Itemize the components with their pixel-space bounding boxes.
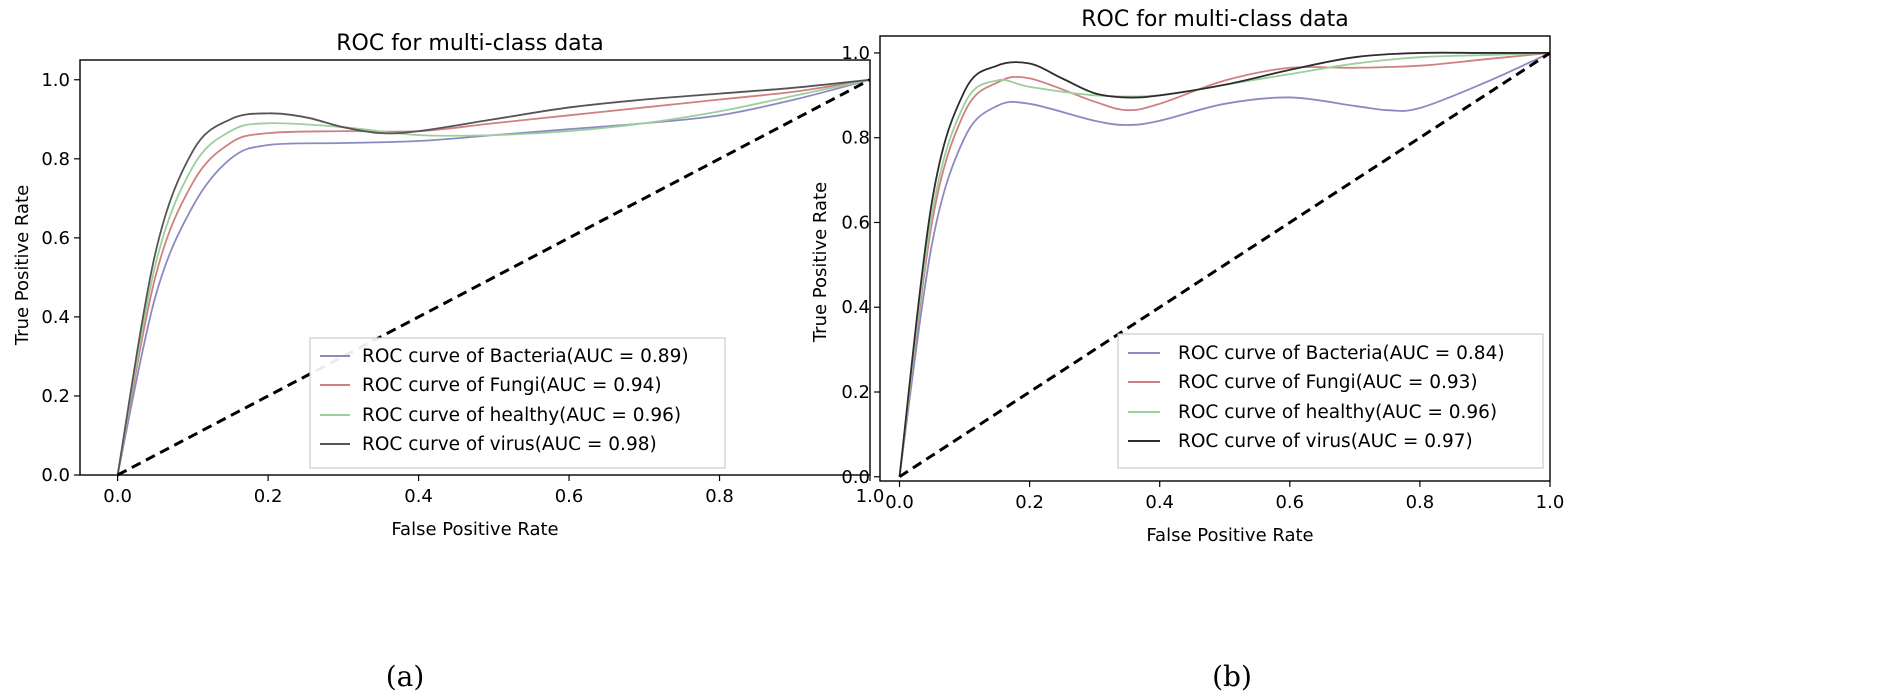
y-tick-label: 0.6: [841, 212, 870, 233]
legend-label-healthy: ROC curve of healthy(AUC = 0.96): [1178, 402, 1497, 423]
x-tick-label: 0.4: [1145, 492, 1174, 513]
x-axis-label: False Positive Rate: [391, 519, 558, 540]
roc-curve-healthy: [116, 78, 871, 476]
legend: ROC curve of Bacteria(AUC = 0.84) ROC cu…: [1117, 333, 1544, 469]
legend-label-fungi: ROC curve of Fungi(AUC = 0.93): [1178, 372, 1478, 393]
legend-label-bacteria: ROC curve of Bacteria(AUC = 0.84): [1178, 343, 1505, 364]
chance-diagonal-line: [898, 51, 1551, 479]
roc-panel-a: ROC for multi-class data 0.0 0.2 0.4 0.6 0.8…: [12, 31, 884, 693]
x-tick-label: 0.2: [1015, 492, 1044, 513]
legend-label-virus: ROC curve of virus(AUC = 0.97): [1178, 431, 1473, 452]
tick-group: 0.0 0.2 0.4 0.6 0.8 1.00.00.20.40.60.81.0: [841, 43, 1564, 513]
roc-curve-virus: [116, 78, 871, 476]
y-tick-label: 0.0: [841, 467, 870, 488]
x-tick-label: 0.8: [1406, 492, 1435, 513]
roc-curve-fungi: [116, 78, 871, 476]
roc-curve-healthy: [898, 52, 1551, 477]
legend-box: [1117, 333, 1544, 469]
panel-caption: (a): [386, 660, 425, 693]
chart-title: ROC for multi-class data: [336, 31, 604, 56]
chart-title: ROC for multi-class data: [1081, 7, 1349, 32]
panel-caption: (b): [1212, 660, 1252, 693]
plot-frame: [79, 59, 871, 476]
y-tick-label: 0.4: [41, 307, 70, 328]
legend: ROC curve of Bacteria(AUC = 0.89) ROC cu…: [309, 337, 726, 469]
legend-box: [309, 337, 726, 469]
x-tick-label: 1.0: [856, 486, 885, 507]
tick-group: 0.0 0.2 0.4 0.6 0.8 1.00.00.20.40.60.81.0: [41, 70, 884, 507]
y-tick-label: 0.8: [41, 149, 70, 170]
x-tick-label: 0.4: [404, 486, 433, 507]
x-tick-label: 0.6: [1275, 492, 1304, 513]
roc-curve-fungi: [898, 52, 1551, 477]
x-tick-label: 1.0: [1536, 492, 1565, 513]
x-tick-label: 0.6: [555, 486, 584, 507]
chance-diagonal-line: [116, 78, 871, 477]
legend-label-virus: ROC curve of virus(AUC = 0.98): [362, 434, 657, 455]
roc-curve-bacteria: [116, 78, 871, 476]
roc-curve-bacteria: [898, 52, 1551, 477]
y-tick-label: 0.0: [41, 465, 70, 486]
y-tick-label: 0.4: [841, 297, 870, 318]
x-tick-label: 0.8: [705, 486, 734, 507]
y-tick-label: 0.6: [41, 228, 70, 249]
roc-curve-virus: [898, 51, 1550, 477]
legend-label-fungi: ROC curve of Fungi(AUC = 0.94): [362, 375, 662, 396]
plot-frame: [879, 35, 1551, 482]
x-tick-label: 0.0: [885, 492, 914, 513]
y-tick-label: 1.0: [841, 43, 870, 64]
x-tick-label: 0.0: [103, 486, 132, 507]
y-axis-label: True Positive Rate: [12, 185, 33, 346]
roc-panel-b: ROC for multi-class data 0.0 0.2 0.4 0.6 0.8…: [810, 7, 1564, 693]
legend-label-healthy: ROC curve of healthy(AUC = 0.96): [362, 405, 681, 426]
y-tick-label: 1.0: [41, 70, 70, 91]
y-tick-label: 0.2: [841, 382, 870, 403]
legend-label-bacteria: ROC curve of Bacteria(AUC = 0.89): [362, 346, 689, 367]
y-tick-label: 0.2: [41, 386, 70, 407]
y-tick-label: 0.8: [841, 128, 870, 149]
series-group: [898, 51, 1551, 477]
x-tick-label: 0.2: [254, 486, 283, 507]
series-group: [116, 78, 871, 476]
x-axis-label: False Positive Rate: [1146, 525, 1313, 546]
y-axis-label: True Positive Rate: [810, 182, 831, 343]
